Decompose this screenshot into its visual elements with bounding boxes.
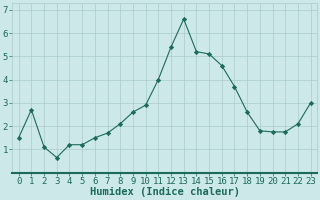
X-axis label: Humidex (Indice chaleur): Humidex (Indice chaleur) xyxy=(90,187,240,197)
